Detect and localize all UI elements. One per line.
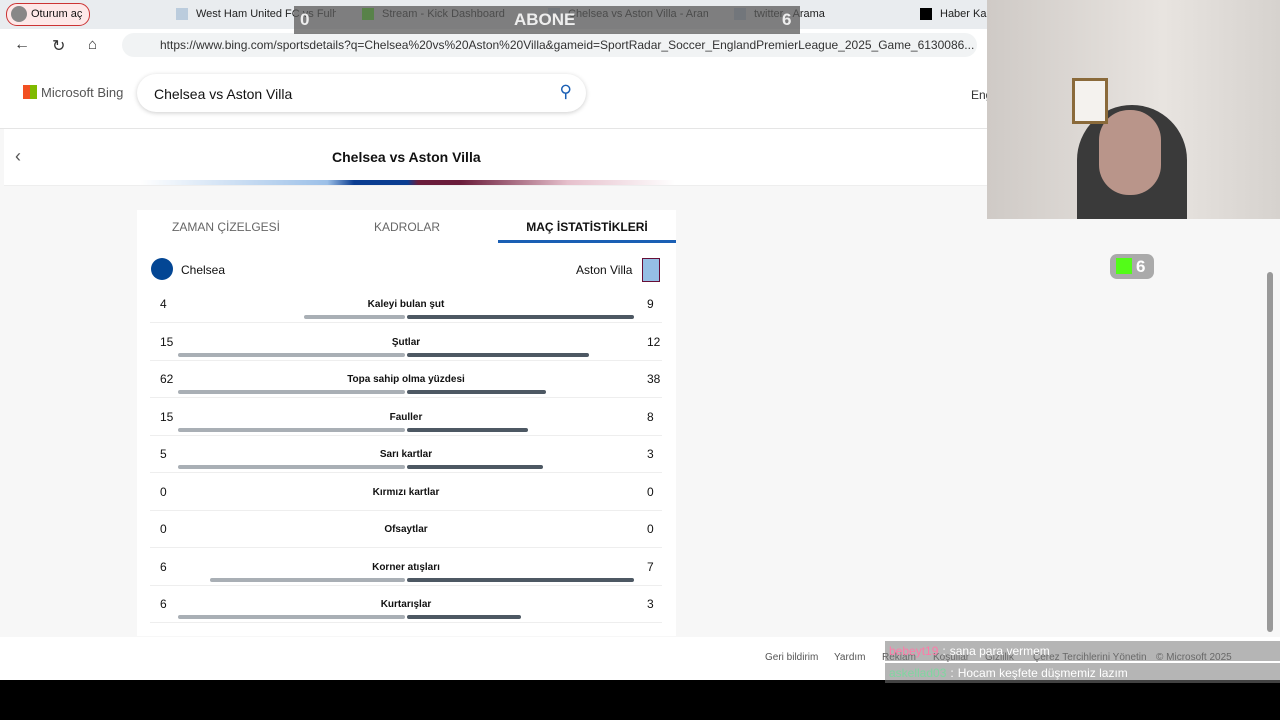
back-arrow[interactable]: ‹ — [15, 146, 21, 166]
stat-label: Şutlar — [391, 336, 421, 348]
scrollbar — [1267, 272, 1273, 632]
stats-panel — [137, 210, 676, 636]
profile-button[interactable]: Oturum aç — [6, 3, 90, 26]
search-query: Chelsea vs Aston Villa — [154, 86, 293, 102]
row-divider — [150, 472, 662, 473]
chat-text: Hocam keşfete düşmemiz lazım — [957, 666, 1128, 680]
profile-label: Oturum aç — [31, 8, 83, 20]
stat-home: 15 — [160, 334, 174, 349]
away-bar — [407, 577, 634, 582]
stat-home: 5 — [160, 447, 167, 461]
row-divider — [150, 622, 662, 623]
back-button[interactable]: ← — [14, 36, 30, 53]
page-title: Chelsea vs Aston Villa — [332, 149, 481, 165]
stat-away: 7 — [647, 559, 654, 574]
chat-separator: : — [942, 644, 946, 658]
stat-label: Sarı kartlar — [379, 449, 433, 460]
away-bar — [407, 315, 634, 319]
stat-label: Topa sahip olma yüzdesi — [347, 374, 465, 385]
tab-icon — [176, 8, 188, 20]
away-bar — [407, 390, 547, 394]
stat-label: Kaleyi bulan şut — [367, 299, 445, 310]
stat-home: 6 — [160, 559, 167, 574]
chat-user: bebeyt19 — [889, 644, 939, 658]
home-button[interactable]: ⌂ — [88, 36, 98, 53]
stat-away: 0 — [647, 522, 654, 536]
taskbar — [0, 680, 1280, 720]
score-overlay: 0 ABONE 6 — [294, 6, 800, 34]
home-bar — [178, 390, 405, 394]
home-team: Chelsea — [181, 263, 226, 277]
footer-link[interactable]: Yardım — [834, 652, 866, 663]
search-box[interactable]: Chelsea vs Aston Villa ⚲ — [137, 74, 586, 112]
kick-count: 6 — [1136, 257, 1146, 276]
webcam — [987, 0, 1280, 219]
bing-logo[interactable]: Microsoft Bing — [23, 85, 123, 100]
stat-away: 0 — [647, 484, 654, 499]
home-bar — [210, 577, 405, 582]
stat-label: Ofsaytlar — [384, 524, 428, 535]
stat-label: Kırmızı kartlar — [372, 486, 440, 498]
stat-away: 8 — [647, 409, 654, 424]
stat-home: 6 — [160, 597, 167, 611]
row-divider — [150, 397, 662, 398]
chat-text: sana para vermem — [949, 644, 1050, 658]
stat-label: Korner atışları — [372, 561, 440, 573]
team-colors — [140, 180, 675, 185]
stat-home: 15 — [160, 409, 174, 424]
stat-label: Fauller — [389, 411, 423, 423]
overlay-caption: ABONE — [514, 10, 576, 29]
row-divider — [150, 584, 662, 586]
home-bar — [178, 465, 405, 469]
browser-tab[interactable]: Haber Kart — [940, 8, 988, 20]
home-bar — [178, 427, 405, 432]
away-bar — [407, 352, 589, 357]
row-divider — [150, 509, 662, 511]
url-text: https://www.bing.com/sportsdetails?q=Che… — [160, 38, 975, 52]
stats-tab[interactable]: KADROLAR — [373, 220, 441, 234]
row-divider — [150, 359, 662, 361]
stat-home: 0 — [160, 522, 167, 536]
row-divider — [150, 547, 662, 548]
stats-tab[interactable]: ZAMAN ÇİZELGESİ — [171, 220, 281, 234]
stat-away: 38 — [647, 372, 661, 386]
away-bar — [407, 465, 544, 469]
home-bar — [178, 615, 405, 619]
logo-text: Microsoft Bing — [41, 85, 124, 100]
stat-away: 9 — [647, 297, 654, 311]
home-crest — [151, 258, 173, 280]
row-divider — [150, 322, 662, 323]
url-field[interactable]: https://www.bing.com/sportsdetails?q=Che… — [122, 33, 977, 57]
chat-separator: : — [950, 666, 954, 680]
score-left: 0 — [300, 10, 310, 29]
away-bar — [407, 427, 529, 432]
score-right: 6 — [782, 10, 792, 29]
chat-message: bebeyt19: sana para vermem — [885, 641, 1280, 661]
stat-home: 0 — [160, 484, 167, 499]
away-crest — [642, 258, 660, 282]
active-tab-underline — [498, 240, 676, 243]
stat-home: 4 — [160, 297, 167, 311]
title-bar — [4, 129, 987, 186]
stat-home: 62 — [160, 372, 174, 386]
row-divider — [150, 434, 662, 436]
chat-message: askellad03: Hocam keşfete düşmemiz lazım — [885, 663, 1280, 683]
footer-link[interactable]: Geri bildirim — [765, 652, 819, 663]
kick-badge: 6 — [1110, 254, 1154, 279]
stats-tab[interactable]: MAÇ İSTATİSTİKLERİ — [526, 220, 648, 234]
reload-button[interactable]: ↻ — [52, 38, 66, 55]
chat-user: askellad03 — [889, 666, 947, 680]
home-bar — [178, 352, 405, 357]
away-bar — [407, 615, 521, 619]
tab-icon — [920, 8, 932, 20]
away-team: Aston Villa — [576, 263, 633, 277]
stat-away: 3 — [647, 597, 654, 611]
home-bar — [304, 315, 405, 319]
stat-away: 12 — [647, 334, 661, 349]
stat-label: Kurtarışlar — [380, 599, 432, 610]
stat-away: 3 — [647, 447, 654, 461]
